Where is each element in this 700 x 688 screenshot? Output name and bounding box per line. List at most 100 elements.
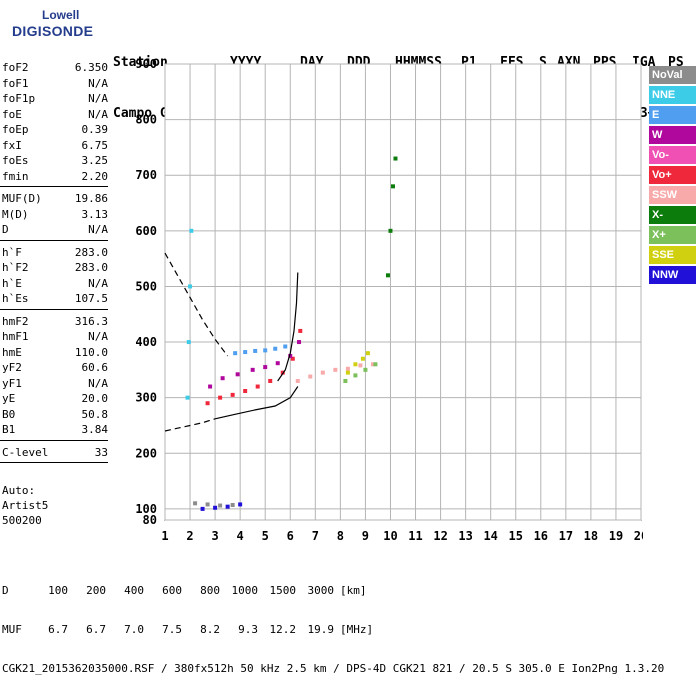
muf-value: 9.3 <box>238 623 258 636</box>
legend-item: Vo+ <box>649 166 696 184</box>
echo-point <box>255 384 260 389</box>
echo-point <box>373 362 378 367</box>
param-label: hmF1 <box>2 330 29 343</box>
legend-item: SSE <box>649 246 696 264</box>
param-row: hmF1 N/A <box>0 329 108 345</box>
echo-point <box>235 372 240 377</box>
profile-curve <box>277 272 299 382</box>
echo-point <box>250 367 255 372</box>
echo-point <box>288 353 293 358</box>
x-tick-label: 14 <box>483 529 497 543</box>
echo-point <box>297 340 302 345</box>
param-divider <box>0 462 108 463</box>
echo-point <box>320 370 325 375</box>
param-row: D N/A <box>0 222 108 238</box>
echo-point <box>193 501 198 506</box>
echo-point <box>225 504 230 509</box>
muf-value: 8.2 <box>200 623 220 636</box>
x-tick-label: 6 <box>287 529 294 543</box>
y-tick-label: 100 <box>135 502 157 516</box>
echo-point <box>268 378 273 383</box>
param-label: yF2 <box>2 361 22 374</box>
muf-value: 6.7 <box>48 623 68 636</box>
legend-item: SSW <box>649 186 696 204</box>
echo-point <box>185 395 190 400</box>
muf-value: 19.9 <box>307 623 335 636</box>
param-label: h`Es <box>2 292 29 305</box>
echo-point <box>238 502 243 507</box>
muf-value: 7.0 <box>124 623 144 636</box>
y-tick-label: 600 <box>135 224 157 238</box>
param-row: foE N/A <box>0 107 108 123</box>
param-value: N/A <box>88 376 108 390</box>
d-value: 3000 <box>307 584 335 597</box>
legend-item: E <box>649 106 696 124</box>
param-row: foEs 3.25 <box>0 153 108 169</box>
param-row: fxI 6.75 <box>0 138 108 154</box>
autoscale-info: Auto: Artist5 500200 <box>2 483 48 528</box>
param-row: h`F2 283.0 <box>0 260 108 276</box>
param-label: yE <box>2 392 16 405</box>
autoscale-line3: 500200 <box>2 514 42 527</box>
echo-point <box>189 228 194 233</box>
x-tick-label: 19 <box>609 529 623 543</box>
legend-item: NNW <box>649 266 696 284</box>
echo-point <box>253 348 258 353</box>
param-label: fxI <box>2 138 22 152</box>
y-tick-label: 200 <box>135 446 157 460</box>
param-row: B1 3.84 <box>0 422 108 438</box>
x-tick-label: 16 <box>534 529 548 543</box>
echo-point <box>263 365 268 370</box>
d-value: 100 <box>48 584 68 597</box>
param-divider <box>0 439 108 441</box>
param-value: N/A <box>88 107 108 121</box>
echo-point <box>243 350 248 355</box>
echo-point <box>205 401 210 406</box>
profile-curve <box>214 386 299 420</box>
x-tick-label: 18 <box>584 529 598 543</box>
profile-curve <box>164 252 229 357</box>
x-tick-label: 11 <box>408 529 422 543</box>
param-value: 110.0 <box>74 345 108 359</box>
echo-point <box>230 502 235 507</box>
d-unit: [km] <box>340 584 367 597</box>
logo-line2: DIGISONDE <box>12 23 94 39</box>
x-tick-label: 10 <box>383 529 397 543</box>
echo-point <box>360 356 365 361</box>
echo-point <box>218 395 223 400</box>
legend-item: Vo- <box>649 146 696 164</box>
header-row1-cell: Station <box>113 55 168 70</box>
param-value: 6.75 <box>81 138 109 152</box>
param-label: foE <box>2 107 22 121</box>
param-label: h`F <box>2 245 22 259</box>
param-row: MUF(D) 19.86 <box>0 191 108 207</box>
d-value: 800 <box>200 584 220 597</box>
param-label: foF1p <box>2 92 36 105</box>
x-tick-label: 17 <box>559 529 573 543</box>
echo-point <box>233 351 238 356</box>
d-value: 600 <box>162 584 182 597</box>
echo-point <box>363 367 368 372</box>
digisonde-logo: Lowell DIGISONDE <box>4 6 104 46</box>
muf-value: 7.5 <box>162 623 182 636</box>
muf-label: MUF <box>2 623 22 636</box>
param-divider <box>0 239 108 241</box>
param-row: yF1 N/A <box>0 376 108 392</box>
x-tick-label: 9 <box>362 529 369 543</box>
logo-line1: Lowell <box>42 8 80 22</box>
echo-point <box>205 502 210 507</box>
param-row: M(D) 3.13 <box>0 207 108 223</box>
param-row: h`E N/A <box>0 276 108 292</box>
x-tick-label: 20 <box>634 529 643 543</box>
echo-point <box>343 378 348 383</box>
param-label: h`E <box>2 276 22 290</box>
param-value: 50.8 <box>81 407 109 421</box>
param-label: foF2 <box>2 61 29 74</box>
param-value: 2.20 <box>81 169 109 183</box>
param-value: 0.39 <box>81 123 109 136</box>
param-value: N/A <box>88 330 108 343</box>
param-value: 6.350 <box>74 61 108 74</box>
ionospheric-parameters: foF2 6.350 foF1 N/A foF1p N/A foE N/A foEp 0.39 fx… <box>0 60 108 467</box>
x-tick-label: 7 <box>312 529 319 543</box>
echo-point <box>353 373 358 378</box>
